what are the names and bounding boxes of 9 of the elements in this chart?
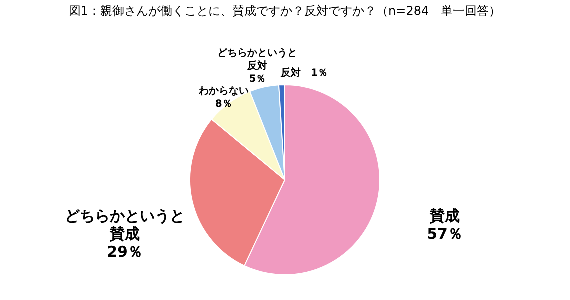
data-label: 8％	[215, 98, 232, 110]
chart-title: 図1：親御さんが働くことに、賛成ですか？反対ですか？（n=284 単一回答）	[68, 4, 502, 18]
data-label: 57％	[427, 224, 463, 243]
data-label: 5％	[249, 74, 266, 86]
slice-label: どちらかというと賛成	[65, 206, 185, 243]
slice-label: わからない	[198, 86, 249, 97]
category-label: 反対 1％	[281, 68, 328, 79]
slice-label: 賛成	[429, 206, 460, 225]
data-label: 29％	[107, 242, 143, 261]
